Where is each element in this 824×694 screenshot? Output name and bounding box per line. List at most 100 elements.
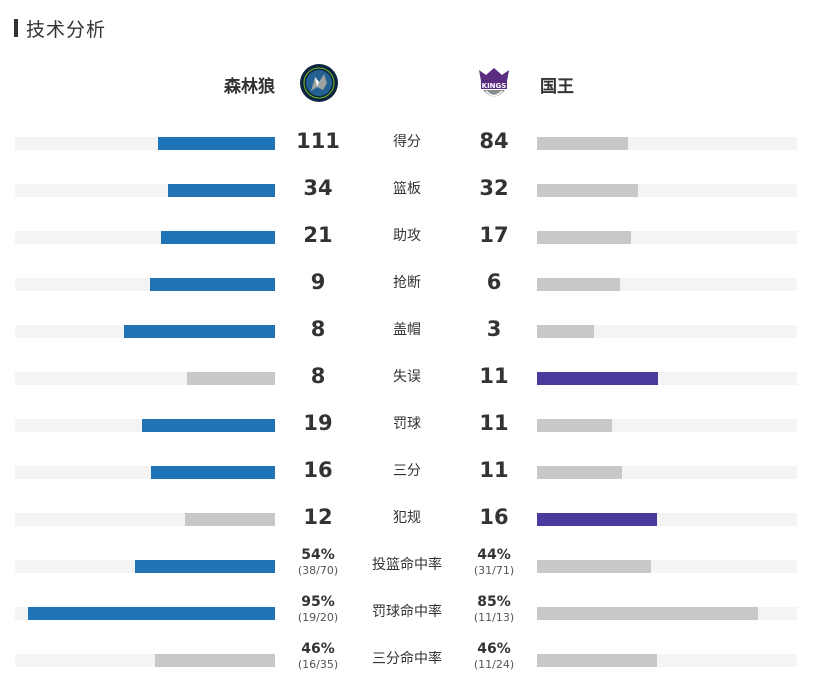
home-bar-fill [142, 419, 275, 432]
home-stat-value: 95% (19/20) [288, 594, 348, 625]
home-stat-value: 9 [288, 270, 348, 294]
stat-label: 罚球 [393, 416, 421, 432]
stat-row: 8 盖帽 3 [0, 317, 824, 365]
stat-row: 34 篮板 32 [0, 176, 824, 224]
home-stat-value: 19 [288, 411, 348, 435]
stat-row: 95% (19/20) 罚球命中率 85% (11/13) [0, 594, 824, 647]
away-bar-track [537, 513, 797, 526]
away-stat-detail: (11/13) [473, 611, 515, 624]
away-bar-track [537, 560, 797, 573]
home-bar-fill [135, 560, 275, 573]
away-bar-track [537, 137, 797, 150]
away-bar-fill [537, 278, 620, 291]
home-stat-value: 12 [288, 505, 348, 529]
away-bar-track [537, 654, 797, 667]
away-stat-value: 11 [464, 364, 524, 388]
away-bar-track [537, 278, 797, 291]
home-stat-value: 111 [288, 129, 348, 153]
away-stat-number: 17 [479, 223, 509, 247]
away-stat-value: 11 [464, 458, 524, 482]
home-bar-track [15, 654, 275, 667]
home-bar-track [15, 184, 275, 197]
away-stat-number: 32 [479, 176, 509, 200]
stat-row: 8 失误 11 [0, 364, 824, 412]
home-stat-number: 16 [303, 458, 333, 482]
home-bar-track [15, 325, 275, 338]
away-stat-number: 16 [479, 505, 509, 529]
home-bar-track [15, 607, 275, 620]
away-bar-track [537, 184, 797, 197]
home-bar-fill [155, 654, 275, 667]
home-bar-fill [150, 278, 275, 291]
kings-logo-icon: KINGS [474, 63, 514, 103]
stat-label: 三分命中率 [372, 651, 442, 667]
stat-label: 得分 [393, 134, 421, 150]
away-stat-value: 11 [464, 411, 524, 435]
away-stat-value: 32 [464, 176, 524, 200]
stat-row: 111 得分 84 [0, 129, 824, 177]
away-stat-number: 11 [479, 411, 509, 435]
stat-row: 12 犯规 16 [0, 505, 824, 553]
home-stat-number: 95% [301, 594, 335, 610]
home-team-name: 森林狼 [224, 77, 275, 97]
home-stat-number: 111 [296, 129, 340, 153]
home-stat-detail: (19/20) [297, 611, 339, 624]
home-bar-fill [124, 325, 275, 338]
stat-label: 犯规 [393, 510, 421, 526]
home-stat-number: 34 [303, 176, 333, 200]
home-stat-number: 8 [310, 364, 326, 388]
stat-label: 失误 [393, 369, 421, 385]
away-stat-number: 44% [477, 547, 511, 563]
home-stat-value: 8 [288, 364, 348, 388]
home-stat-detail: (38/70) [297, 564, 339, 577]
section-header: 技术分析 [14, 16, 106, 41]
home-bar-track [15, 278, 275, 291]
home-stat-number: 8 [310, 317, 326, 341]
away-stat-number: 6 [486, 270, 502, 294]
stat-label: 篮板 [393, 181, 421, 197]
timberwolves-logo-icon [299, 63, 339, 103]
away-bar-track [537, 419, 797, 432]
stat-row: 16 三分 11 [0, 458, 824, 506]
stat-label: 罚球命中率 [372, 604, 442, 620]
home-bar-track [15, 137, 275, 150]
home-bar-track [15, 513, 275, 526]
home-bar-fill [161, 231, 275, 244]
stat-label: 投篮命中率 [372, 557, 442, 573]
away-stat-detail: (31/71) [473, 564, 515, 577]
away-stat-value: 84 [464, 129, 524, 153]
home-bar-fill [158, 137, 275, 150]
away-team-name: 国王 [540, 77, 574, 97]
home-stat-value: 16 [288, 458, 348, 482]
away-bar-track [537, 372, 797, 385]
home-stat-number: 46% [301, 641, 335, 657]
home-bar-track [15, 560, 275, 573]
away-bar-fill [537, 607, 758, 620]
away-stat-detail: (11/24) [473, 658, 515, 671]
away-stat-number: 85% [477, 594, 511, 610]
home-bar-track [15, 231, 275, 244]
away-stat-number: 3 [486, 317, 502, 341]
stat-label: 助攻 [393, 228, 421, 244]
away-bar-fill [537, 513, 657, 526]
away-stat-value: 17 [464, 223, 524, 247]
away-stat-number: 84 [479, 129, 509, 153]
home-bar-fill [28, 607, 275, 620]
home-bar-fill [168, 184, 275, 197]
away-stat-value: 6 [464, 270, 524, 294]
home-stat-value: 34 [288, 176, 348, 200]
home-stat-number: 9 [310, 270, 326, 294]
home-stat-detail: (16/35) [297, 658, 339, 671]
away-stat-value: 44% (31/71) [464, 547, 524, 578]
away-bar-track [537, 231, 797, 244]
away-bar-fill [537, 466, 622, 479]
home-stat-number: 54% [301, 547, 335, 563]
title-accent-bar [14, 19, 18, 37]
stat-row: 19 罚球 11 [0, 411, 824, 459]
away-stat-number: 46% [477, 641, 511, 657]
stat-row: 54% (38/70) 投篮命中率 44% (31/71) [0, 547, 824, 600]
home-stat-value: 8 [288, 317, 348, 341]
away-bar-track [537, 325, 797, 338]
home-bar-fill [151, 466, 275, 479]
away-stat-value: 3 [464, 317, 524, 341]
